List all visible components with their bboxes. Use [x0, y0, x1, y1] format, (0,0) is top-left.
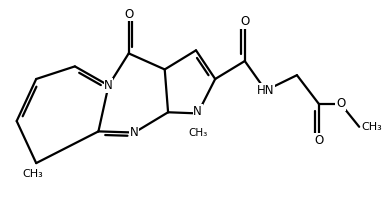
Text: N: N — [193, 105, 202, 118]
Text: N: N — [130, 126, 139, 139]
Text: CH₃: CH₃ — [189, 128, 208, 138]
Text: O: O — [314, 134, 324, 147]
Text: N: N — [104, 79, 113, 92]
Text: O: O — [124, 7, 133, 20]
Text: CH₃: CH₃ — [361, 122, 382, 132]
Text: O: O — [240, 15, 249, 28]
Text: CH₃: CH₃ — [23, 169, 43, 179]
Text: HN: HN — [257, 84, 274, 97]
Text: O: O — [336, 97, 345, 110]
